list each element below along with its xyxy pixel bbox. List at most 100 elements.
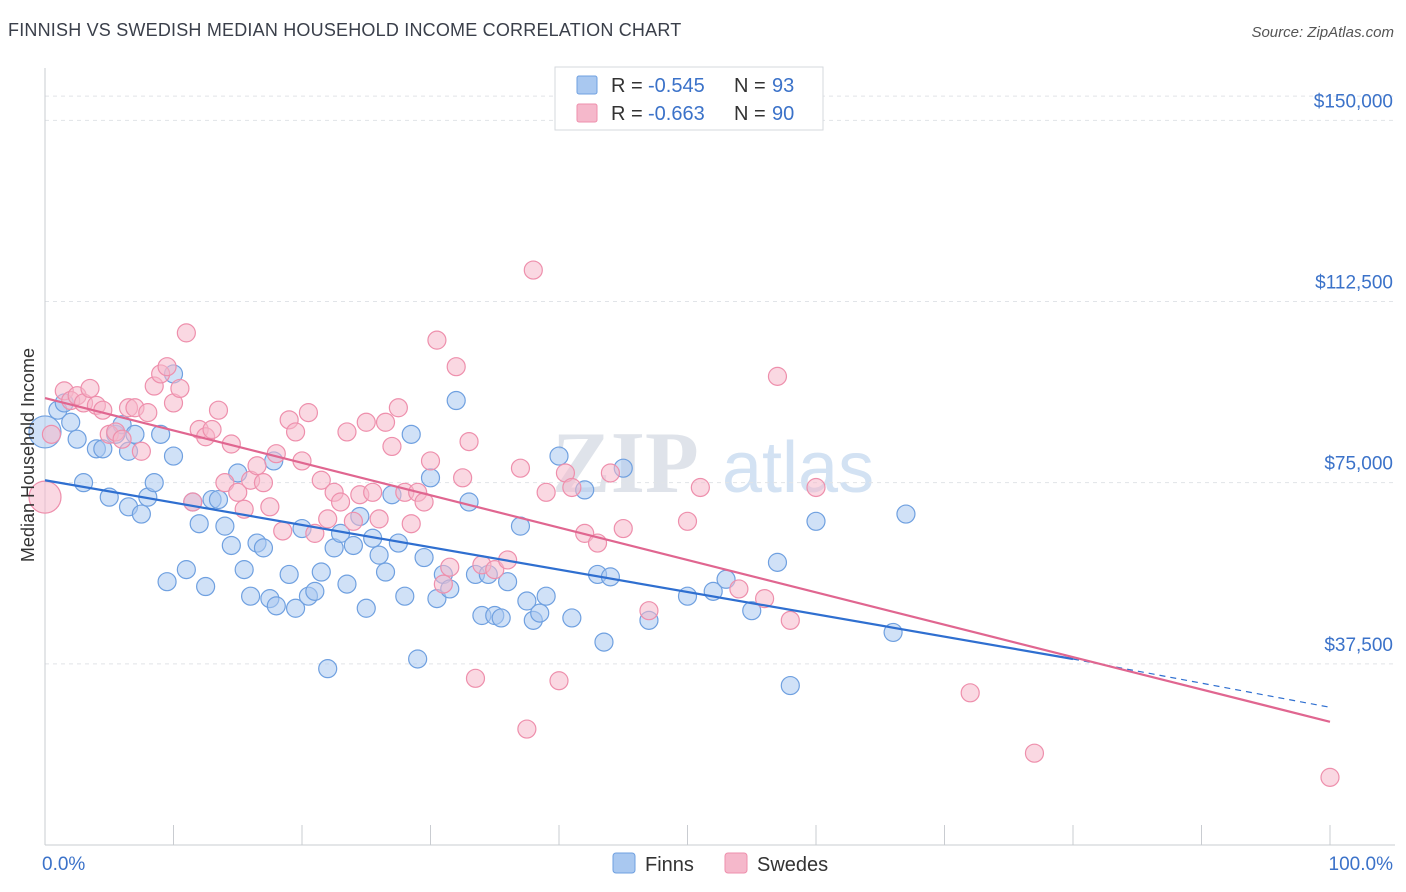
swedes-point (202, 419, 222, 440)
y-axis-title: Median Household Income (18, 348, 38, 562)
finns-point (491, 608, 511, 628)
swedes-point (170, 378, 190, 399)
swedes-point (440, 557, 460, 577)
finns-point (311, 562, 331, 582)
legend-r-value-finns: -0.545 (648, 75, 705, 97)
swedes-point (780, 610, 800, 630)
swedes-point (215, 473, 235, 493)
finns-point (221, 535, 241, 556)
swedes-point (382, 436, 402, 457)
swedes-point (112, 429, 132, 449)
swedes-point (157, 357, 177, 377)
swedes-point (176, 323, 196, 343)
swedes-point (690, 477, 710, 498)
finns-point (896, 504, 916, 524)
y-tick-label: $112,500 (1315, 272, 1393, 293)
swedes-point (228, 482, 248, 502)
finns-point (767, 552, 788, 572)
swedes-point (562, 477, 582, 498)
bottom-legend-label-finns: Finns (645, 854, 694, 876)
swedes-point (375, 412, 396, 432)
swedes-point (433, 574, 453, 594)
swedes-point (388, 398, 408, 418)
finns-point (144, 473, 164, 493)
swedes-point (41, 424, 62, 444)
swedes-point (806, 477, 826, 498)
swedes-point (536, 482, 556, 502)
swedes-point (485, 560, 505, 580)
finns-point (562, 608, 582, 628)
swedes-point (253, 473, 274, 493)
finns-point (536, 586, 556, 606)
finns-point (67, 429, 87, 449)
finns-point (446, 390, 466, 411)
chart-title: FINNISH VS SWEDISH MEDIAN HOUSEHOLD INCO… (8, 20, 682, 40)
finns-point (517, 591, 537, 611)
finns-point (343, 535, 363, 556)
swedes-point (343, 511, 363, 531)
legend-n-label-swedes: N = (734, 103, 766, 125)
finns-point (780, 675, 800, 696)
swedes-point (420, 451, 441, 471)
finns-point (549, 446, 569, 466)
finns-point (420, 468, 441, 488)
finns-point (196, 576, 216, 597)
finns-point (208, 489, 229, 510)
swedes-point (80, 378, 100, 399)
legend: R = -0.545 N = 93 R = -0.663 N = 90 (554, 66, 824, 131)
swedes-point (363, 482, 383, 502)
swedes-point (459, 431, 479, 452)
swedes-point (677, 511, 698, 531)
swedes-point (523, 260, 543, 280)
source-label: Source: ZipAtlas.com (1251, 24, 1394, 41)
finns-point (459, 492, 479, 512)
swedes-point (729, 579, 749, 599)
data-points (28, 260, 1340, 787)
finns-point (189, 514, 209, 534)
swedes-point (517, 719, 537, 739)
finns-point (176, 560, 196, 580)
axes (44, 68, 1395, 846)
x-tick-label-max: 100.0% (1329, 854, 1394, 875)
finns-point (131, 504, 151, 524)
swedes-point (131, 441, 151, 461)
swedes-point (356, 412, 376, 432)
bottom-legend-swatch-swedes (724, 852, 748, 874)
finns-point (157, 572, 177, 592)
legend-r-label-swedes: R = (611, 103, 643, 125)
bottom-legend-label-swedes: Swedes (757, 854, 828, 876)
swedes-point (465, 668, 486, 688)
swedes-point (613, 518, 633, 539)
legend-n-value-swedes: 90 (772, 103, 794, 125)
y-tick-label: $150,000 (1314, 91, 1393, 112)
y-tick-labels: $37,500 $75,000 $112,500 $150,000 (1314, 91, 1393, 656)
legend-r-label-finns: R = (611, 75, 643, 97)
swedes-point (427, 330, 447, 350)
finns-point (215, 516, 235, 536)
swedes-point (510, 458, 531, 478)
watermark-atlas: atlas (722, 428, 874, 508)
swedes-point (754, 589, 775, 609)
finns-point (375, 562, 396, 582)
swedes-point (639, 601, 659, 621)
y-tick-label: $75,000 (1324, 454, 1393, 475)
swedes-point (337, 422, 357, 442)
legend-swatch-finns (576, 75, 598, 95)
finns-point (61, 412, 81, 432)
swedes-point (369, 509, 389, 529)
finns-point (305, 581, 325, 601)
finns-point (594, 632, 614, 652)
swedes-point (298, 403, 319, 423)
finns-point (253, 538, 274, 558)
swedes-point (260, 497, 280, 517)
finns-point (163, 446, 184, 466)
swedes-point (453, 468, 473, 488)
swedes-point (960, 683, 980, 703)
swedes-point (330, 492, 351, 512)
legend-n-value-finns: 93 (772, 75, 794, 97)
finns-point (337, 574, 357, 594)
swedes-point (208, 400, 229, 420)
swedes-point (311, 470, 331, 490)
legend-n-label-finns: N = (734, 75, 766, 97)
finns-point (285, 598, 306, 618)
